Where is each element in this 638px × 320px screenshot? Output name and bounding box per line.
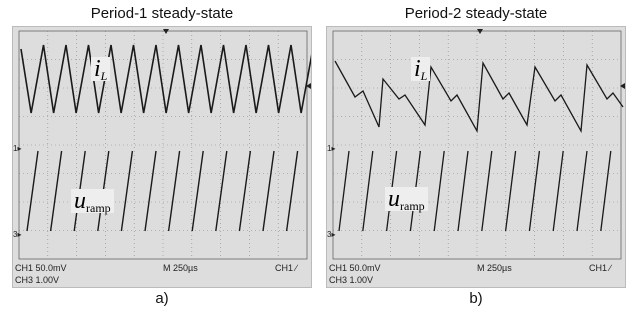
timebase-a: M 250µs <box>163 263 198 273</box>
graticule-border <box>18 30 308 260</box>
panel-a-title: Period-1 steady-state <box>90 5 234 22</box>
uramp-label-a: uramp <box>71 189 114 214</box>
ch1-marker: 1▸ <box>327 144 335 153</box>
panel-a-caption: a) <box>155 290 169 307</box>
ch3-scale-b: CH3 1.00V <box>329 275 374 285</box>
waveform-plot-b: 1▸ 3▸ <box>327 29 625 260</box>
ch1-scale-a: CH1 50.0mV <box>15 263 67 273</box>
panel-b-title: Period-2 steady-state <box>404 5 548 22</box>
uramp-label-b: uramp <box>385 187 428 212</box>
il-label-b: iL <box>411 57 431 82</box>
trigger-level-marker <box>306 83 311 89</box>
ch3-marker: 3▸ <box>13 230 21 239</box>
graticule-border <box>332 30 622 260</box>
trigger-position-marker <box>163 29 169 34</box>
waveform-plot-a: 1▸ 3▸ <box>13 29 311 260</box>
timebase-b: M 250µs <box>477 263 512 273</box>
ch3-marker: 3▸ <box>327 230 335 239</box>
trigger-level-marker <box>620 83 625 89</box>
uramp-trace <box>26 150 299 232</box>
ch3-scale-a: CH3 1.00V <box>15 275 60 285</box>
il-label-a: iL <box>91 57 111 82</box>
trigger-position-marker <box>477 29 483 34</box>
oscilloscope-screen-a: 1▸ 3▸ iL uramp CH1 50.0mV CH3 1.00V M 250… <box>12 26 312 288</box>
panel-b-caption: b) <box>469 290 483 307</box>
trigger-a: CH1 ∕ <box>275 263 298 273</box>
il-trace <box>20 44 311 114</box>
ch1-marker: 1▸ <box>13 144 21 153</box>
oscilloscope-screen-b: 1▸ 3▸ iL uramp CH1 50.0mV CH3 1.00V M 250… <box>326 26 626 288</box>
uramp-trace <box>338 150 612 232</box>
trigger-b: CH1 ∕ <box>589 263 612 273</box>
il-trace <box>334 60 624 134</box>
ch1-scale-b: CH1 50.0mV <box>329 263 381 273</box>
